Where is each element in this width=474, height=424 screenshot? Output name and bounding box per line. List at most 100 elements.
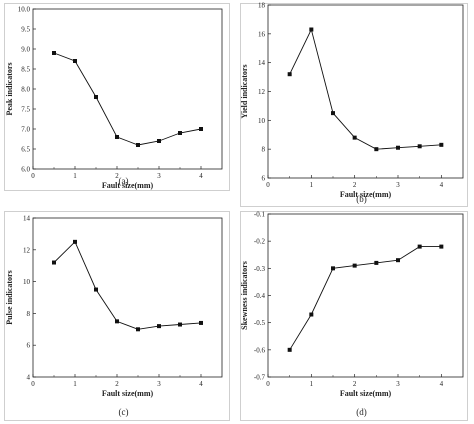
x-tick-label-d-4: 4 [440, 380, 444, 388]
x-tick-label-c-0: 0 [31, 380, 35, 388]
y-axis-title-d: Skewness indicators [240, 261, 249, 330]
data-point-d-7 [439, 244, 444, 249]
y-tick-label-d-5: -0.2 [254, 238, 266, 246]
x-axis-title-c: Fault size(mm) [102, 389, 154, 398]
data-point-a-3 [115, 135, 119, 139]
data-point-b-3 [352, 135, 357, 140]
y-tick-label-a-8: 10.0 [18, 6, 31, 14]
data-point-b-6 [417, 144, 422, 149]
data-point-c-0 [52, 260, 56, 265]
panel-caption-c: (c) [119, 407, 129, 417]
x-tick-label-a-1: 1 [73, 172, 77, 180]
series-line-d [289, 246, 442, 351]
panel-a-border [4, 3, 230, 191]
x-tick-label-d-3: 3 [396, 380, 400, 388]
y-tick-label-b-2: 10 [258, 117, 266, 125]
panel-caption-a: (a) [119, 176, 129, 186]
y-tick-label-c-2: 8 [27, 310, 31, 318]
data-point-b-7 [439, 142, 444, 147]
y-tick-label-a-7: 9.5 [21, 26, 30, 34]
data-point-d-3 [352, 263, 357, 268]
panel-caption-b: (b) [356, 194, 367, 204]
y-tick-label-a-5: 8.5 [21, 66, 30, 74]
y-tick-label-b-5: 16 [258, 30, 266, 38]
plot-frame-a [32, 8, 223, 170]
x-tick-label-a-4: 4 [199, 172, 203, 180]
y-tick-label-d-1: -0.6 [254, 346, 266, 354]
x-tick-label-c-1: 1 [73, 380, 77, 388]
x-tick-label-c-3: 3 [157, 380, 161, 388]
x-tick-label-c-4: 4 [199, 380, 203, 388]
y-tick-label-d-3: -0.4 [254, 292, 266, 300]
data-point-a-2 [94, 95, 98, 99]
x-tick-label-b-0: 0 [266, 181, 270, 189]
data-point-c-6 [178, 322, 182, 327]
plot-frame-b [267, 4, 464, 179]
x-tick-label-d-0: 0 [266, 380, 270, 388]
y-tick-label-b-1: 8 [262, 146, 266, 154]
y-tick-label-b-6: 18 [258, 2, 266, 10]
data-point-a-6 [178, 131, 182, 135]
y-tick-label-c-3: 10 [23, 278, 31, 286]
series-line-c [53, 241, 202, 330]
data-point-c-4 [136, 327, 140, 332]
data-point-d-6 [417, 244, 422, 249]
data-point-d-4 [374, 260, 379, 265]
data-point-a-1 [73, 59, 77, 63]
y-tick-label-c-4: 12 [23, 246, 31, 254]
y-axis-title-b: Yield indicators [240, 64, 249, 118]
y-tick-label-c-0: 4 [27, 374, 31, 382]
panel-b-border [240, 3, 468, 207]
x-tick-label-d-2: 2 [353, 380, 357, 388]
y-tick-label-b-4: 14 [258, 59, 266, 67]
data-point-b-0 [287, 72, 292, 77]
data-point-a-5 [157, 139, 161, 143]
data-point-a-7 [199, 127, 203, 131]
y-tick-label-a-3: 7.5 [21, 106, 30, 114]
y-tick-label-a-4: 8.0 [21, 86, 30, 94]
y-tick-label-d-4: -0.3 [254, 265, 266, 273]
y-tick-label-a-1: 6.5 [21, 146, 30, 154]
y-tick-label-b-3: 12 [258, 88, 266, 96]
x-axis-title-a: Fault size(mm) [102, 181, 154, 190]
y-tick-label-a-2: 7.0 [21, 126, 30, 134]
data-point-d-2 [331, 266, 335, 271]
x-axis-title-d: Fault size(mm) [340, 389, 392, 398]
plot-frame-d [267, 213, 464, 378]
y-tick-label-a-0: 6.0 [21, 166, 30, 174]
x-tick-label-d-1: 1 [310, 380, 314, 388]
y-axis-title-a: Peak indicators [5, 62, 14, 115]
data-point-a-0 [52, 51, 56, 55]
x-tick-label-b-1: 1 [310, 181, 314, 189]
series-line-a [53, 52, 202, 146]
data-point-c-3 [115, 319, 119, 324]
y-tick-label-d-6: -0.1 [254, 211, 266, 219]
x-tick-label-b-3: 3 [396, 181, 400, 189]
x-tick-label-b-2: 2 [353, 181, 357, 189]
data-point-a-4 [136, 143, 140, 147]
panel-caption-d: (d) [356, 407, 367, 417]
y-tick-label-a-6: 9.0 [21, 46, 30, 54]
data-point-b-4 [374, 147, 379, 152]
data-point-d-0 [287, 347, 292, 352]
y-axis-title-c: Pulse indicators [5, 270, 14, 324]
data-point-b-1 [309, 27, 314, 32]
series-line-b [289, 28, 442, 150]
panel-c-border [4, 211, 230, 421]
x-tick-label-b-4: 4 [440, 181, 444, 189]
data-point-c-2 [94, 287, 98, 292]
x-tick-label-a-3: 3 [157, 172, 161, 180]
data-point-b-5 [396, 145, 400, 150]
x-tick-label-c-2: 2 [115, 380, 119, 388]
y-tick-label-d-2: -0.5 [254, 319, 266, 327]
panel-d-border [240, 211, 468, 421]
x-tick-label-a-0: 0 [31, 172, 35, 180]
data-point-b-2 [331, 111, 335, 116]
data-point-c-1 [73, 239, 77, 244]
y-tick-label-d-0: -0.7 [254, 374, 266, 382]
y-tick-label-c-5: 14 [23, 215, 31, 223]
x-axis-title-b: Fault size(mm) [340, 190, 392, 199]
data-point-d-1 [309, 312, 314, 317]
data-point-d-5 [396, 258, 400, 263]
